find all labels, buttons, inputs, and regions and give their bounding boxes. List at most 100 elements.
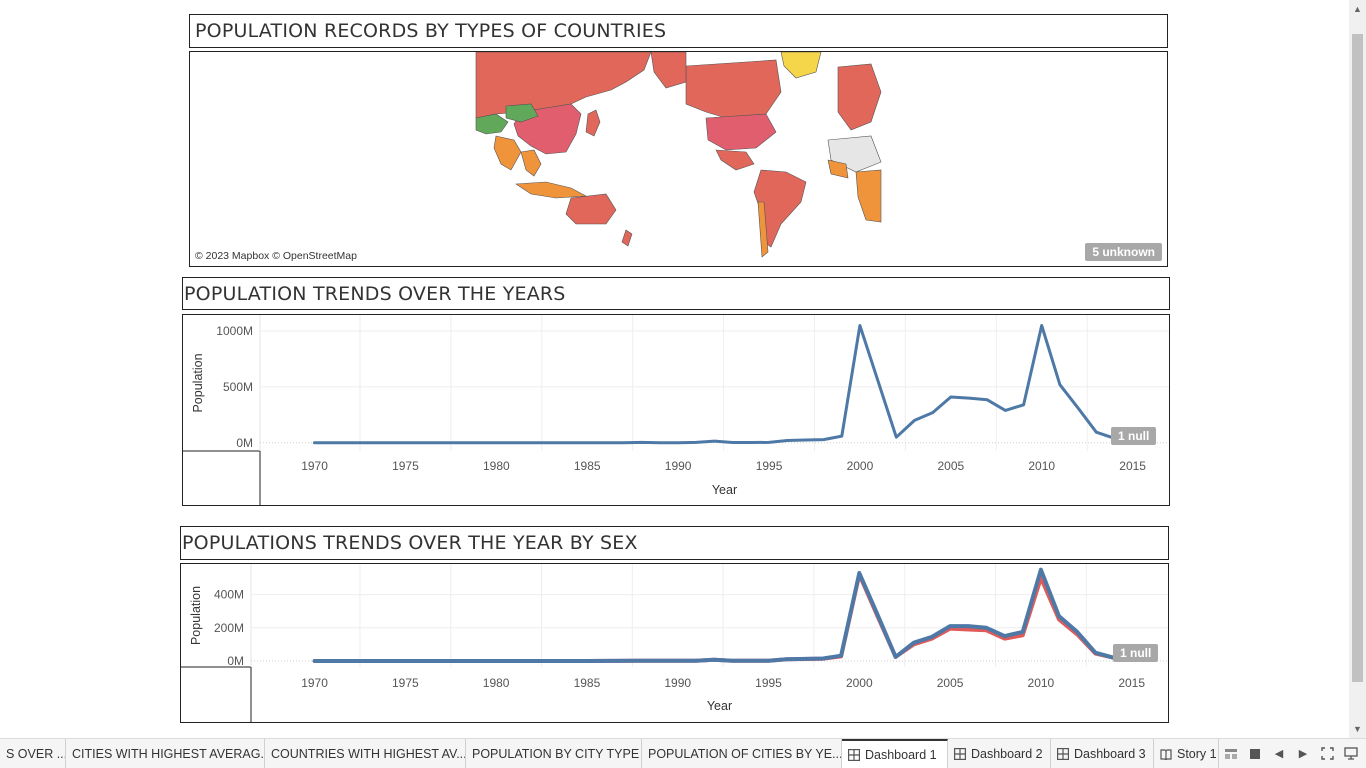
map-attribution[interactable]: © 2023 Mapbox © OpenStreetMap (195, 250, 357, 262)
y-tick-label: 1000M (216, 324, 253, 338)
sheet-tab-label: CITIES WITH HIGHEST AVERAG... (72, 746, 265, 761)
y-tick-label: 200M (214, 621, 244, 635)
previous-sheet-icon[interactable]: ◀ (1274, 748, 1284, 760)
india-region[interactable] (493, 135, 522, 171)
x-tick-label: 1970 (301, 459, 328, 473)
mongolia-region[interactable] (505, 103, 539, 123)
west-africa-region[interactable] (827, 159, 849, 179)
y-tick-label: 0M (236, 436, 253, 450)
sheet-tab-2[interactable]: COUNTRIES WITH HIGHEST AV... (265, 739, 466, 768)
sheet-tab-label: Dashboard 3 (1074, 746, 1146, 761)
greenland-region[interactable] (780, 52, 822, 79)
x-tick-label: 2000 (846, 676, 873, 690)
world-map[interactable] (190, 52, 1167, 266)
sex-section-title: POPULATIONS TRENDS OVER THE YEAR BY SEX (180, 526, 1169, 560)
europe-region[interactable] (837, 63, 882, 131)
kazakhstan-region[interactable] (475, 113, 509, 135)
map-panel[interactable]: © 2023 Mapbox © OpenStreetMap 5 unknown (189, 51, 1168, 267)
sheet-tab-label: Dashboard 2 (971, 746, 1043, 761)
chile-region[interactable] (757, 201, 769, 258)
japan-region[interactable] (585, 109, 601, 137)
series-line-0[interactable] (312, 572, 1116, 663)
dashboard-icon (1057, 747, 1070, 760)
scroll-down-icon[interactable]: ▼ (1353, 724, 1362, 734)
trend-chart-panel[interactable]: 0M 500M 1000M 1970 1975 1980 1985 1990 1995 2000 2… (182, 314, 1170, 506)
sheet-tab-label: POPULATION BY CITY TYPE (472, 746, 640, 761)
map-section-title: POPULATION RECORDS BY TYPES OF COUNTRIES (189, 14, 1168, 48)
sheet-tab-label: Dashboard 1 (865, 747, 937, 762)
y-axis-title: Population (191, 353, 205, 412)
population-by-sex-chart[interactable]: 0M 200M 400M 1970 1975 1980 1985 1990 1995 2000 20… (181, 564, 1168, 722)
sheet-tab-6[interactable]: Dashboard 2 (948, 739, 1051, 768)
trend-section-title: POPULATION TRENDS OVER THE YEARS (182, 277, 1170, 310)
series-line-0[interactable] (313, 324, 1116, 445)
story-icon (1160, 748, 1172, 761)
sheet-tab-1[interactable]: CITIES WITH HIGHEST AVERAG... (66, 739, 265, 768)
dashboard-icon (848, 748, 861, 761)
sex-null-badge[interactable]: 1 null (1113, 644, 1159, 662)
sex-chart-panel[interactable]: 0M 200M 400M 1970 1975 1980 1985 1990 1995 2000 20… (180, 563, 1169, 723)
sheet-tab-5[interactable]: Dashboard 1 (842, 739, 948, 768)
y-tick-label: 0M (227, 654, 244, 668)
mexico-region[interactable] (715, 149, 755, 171)
sheet-tab-label: POPULATION OF CITIES BY YE... (648, 746, 842, 761)
x-tick-label: 2010 (1028, 459, 1055, 473)
x-tick-label: 1975 (392, 459, 419, 473)
x-tick-label: 1995 (756, 459, 783, 473)
presentation-mode-icon[interactable] (1344, 747, 1358, 761)
population-trend-chart[interactable]: 0M 500M 1000M 1970 1975 1980 1985 1990 1995 2000 2… (183, 315, 1169, 505)
x-tick-label: 2005 (937, 459, 964, 473)
x-tick-label: 2015 (1118, 676, 1145, 690)
x-axis-title: Year (712, 483, 737, 497)
y-tick-label: 400M (214, 588, 244, 602)
australia-region[interactable] (565, 193, 617, 225)
x-tick-label: 1980 (483, 676, 510, 690)
y-axis-title: Population (189, 586, 203, 645)
tabbar-controls: ◀ ▶ (1224, 739, 1366, 768)
show-tabs-icon[interactable] (1248, 747, 1262, 761)
sheet-tab-3[interactable]: POPULATION BY CITY TYPE (466, 739, 642, 768)
south-america-region[interactable] (753, 169, 807, 248)
alaska-region[interactable] (650, 52, 687, 89)
south-africa-region[interactable] (855, 169, 882, 223)
usa-region[interactable] (705, 113, 777, 151)
series-line-1[interactable] (312, 567, 1116, 663)
canada-region[interactable] (685, 59, 782, 119)
sex-title-text: POPULATIONS TRENDS OVER THE YEAR BY SEX (182, 532, 638, 554)
x-tick-label: 2000 (847, 459, 874, 473)
x-tick-label: 1995 (755, 676, 782, 690)
indonesia-region[interactable] (515, 181, 588, 199)
new-zealand-region[interactable] (621, 229, 633, 247)
southeast-asia-region[interactable] (520, 149, 542, 177)
vertical-scrollbar[interactable]: ▲ ▼ (1349, 0, 1366, 738)
trend-null-badge[interactable]: 1 null (1111, 427, 1157, 445)
sheet-tab-7[interactable]: Dashboard 3 (1051, 739, 1154, 768)
x-tick-label: 1980 (483, 459, 510, 473)
scroll-thumb[interactable] (1352, 34, 1363, 682)
x-tick-label: 1990 (664, 676, 691, 690)
x-tick-label: 1970 (301, 676, 328, 690)
y-tick-label: 500M (223, 380, 253, 394)
sheet-tab-label: Story 1 (1177, 746, 1217, 761)
x-axis-title: Year (707, 699, 732, 713)
sheet-tab-bar: S OVER ... CITIES WITH HIGHEST AVERAG... C… (0, 738, 1366, 768)
dashboard-icon (954, 747, 967, 760)
sheet-tab-0[interactable]: S OVER ... (0, 739, 66, 768)
sheet-tab-8[interactable]: Story 1 (1154, 739, 1219, 768)
sheet-tab-4[interactable]: POPULATION OF CITIES BY YE... (642, 739, 842, 768)
show-filmstrip-icon[interactable] (1224, 747, 1238, 761)
x-tick-label: 2010 (1028, 676, 1055, 690)
x-tick-label: 1985 (574, 676, 601, 690)
sheet-tab-label: COUNTRIES WITH HIGHEST AV... (271, 746, 466, 761)
scroll-up-icon[interactable]: ▲ (1353, 4, 1362, 14)
trend-title-text: POPULATION TRENDS OVER THE YEARS (184, 282, 566, 305)
next-sheet-icon[interactable]: ▶ (1298, 748, 1308, 760)
x-tick-label: 1990 (665, 459, 692, 473)
unknown-badge[interactable]: 5 unknown (1085, 243, 1162, 261)
map-title-text: POPULATION RECORDS BY TYPES OF COUNTRIES (195, 20, 667, 42)
x-tick-label: 1975 (392, 676, 419, 690)
x-tick-label: 1985 (574, 459, 601, 473)
fullscreen-icon[interactable] (1320, 747, 1334, 761)
x-tick-label: 2015 (1119, 459, 1146, 473)
sheet-tab-label: S OVER ... (6, 746, 66, 761)
